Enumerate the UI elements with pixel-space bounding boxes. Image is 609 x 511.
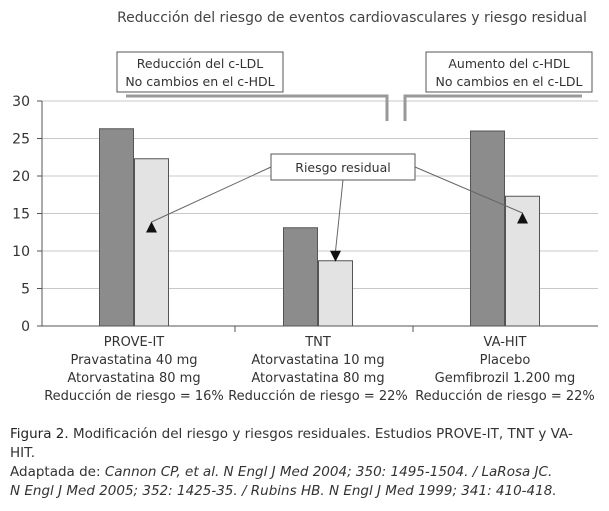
x-category-detail: Pravastatina 40 mg xyxy=(70,353,197,368)
x-category-detail: Reducción de riesgo = 22% xyxy=(228,389,408,404)
risk-marker xyxy=(330,250,341,262)
x-category-detail: Atorvastatina 80 mg xyxy=(251,371,384,386)
chart: Reducción del riesgo de eventos cardiova… xyxy=(12,10,598,404)
caption-label: Figura 2. xyxy=(10,426,69,442)
pointer-line xyxy=(414,166,523,214)
y-tick-label: 30 xyxy=(12,94,30,110)
x-category-detail: Reducción de riesgo = 16% xyxy=(44,389,224,404)
caption-text: Modificación del riesgo y riesgos residu… xyxy=(72,426,573,442)
y-axis-ticks: 0 5 10 15 20 25 30 xyxy=(12,94,42,335)
x-category-label: PROVE-IT xyxy=(104,335,165,350)
annotation-left-line1: Reducción del c-LDL xyxy=(137,56,263,71)
pointer-line xyxy=(151,166,272,223)
risk-marker xyxy=(517,212,528,224)
caption-source: Adaptada de: Cannon CP, et al. N Engl J … xyxy=(10,463,600,482)
caption-source-ref: N Engl J Med 2005; 352: 1425-35. / Rubin… xyxy=(10,483,557,499)
bracket-right xyxy=(403,94,582,121)
figure-caption: Figura 2. Modificación del riesgo y ries… xyxy=(10,425,600,501)
y-tick-label: 25 xyxy=(12,132,30,148)
annotation-right-line1: Aumento del c-HDL xyxy=(448,56,569,71)
caption-source-ref: Cannon CP, et al. N Engl J Med 2004; 350… xyxy=(104,464,553,480)
y-tick-label: 20 xyxy=(12,169,30,185)
caption-source-continued: N Engl J Med 2005; 352: 1425-35. / Rubin… xyxy=(10,482,600,501)
annotation-left: Reducción del c-LDL No cambios en el c-H… xyxy=(116,51,284,93)
x-category-label: VA-HIT xyxy=(484,335,527,350)
bar-dark xyxy=(470,130,505,327)
bar-dark xyxy=(283,227,318,327)
annotation-right: Aumento del c-HDL No cambios en el c-LDL xyxy=(425,51,593,93)
y-tick-label: 0 xyxy=(21,319,30,335)
bar-light xyxy=(134,158,169,327)
x-category-detail: Gemfibrozil 1.200 mg xyxy=(435,371,576,386)
residual-risk-callout: Riesgo residual xyxy=(270,153,416,181)
pointer-line xyxy=(335,179,344,252)
chart-title: Reducción del riesgo de eventos cardiova… xyxy=(117,10,587,26)
x-category-detail: Atorvastatina 10 mg xyxy=(251,353,384,368)
y-tick-label: 5 xyxy=(21,282,30,298)
y-tick-label: 15 xyxy=(12,207,30,223)
x-category-detail: Reducción de riesgo = 22% xyxy=(415,389,595,404)
caption-line: Figura 2. Modificación del riesgo y ries… xyxy=(10,425,600,444)
caption-text-continued: HIT. xyxy=(10,445,36,461)
bar-light xyxy=(318,260,353,327)
risk-marker xyxy=(146,221,157,233)
annotation-left-line2: No cambios en el c-HDL xyxy=(125,74,274,89)
bracket-left xyxy=(126,94,389,121)
bar-dark xyxy=(99,128,134,327)
x-category-label: TNT xyxy=(304,335,331,350)
x-category-detail: Placebo xyxy=(480,353,531,368)
annotation-right-line2: No cambios en el c-LDL xyxy=(436,74,583,89)
y-tick-label: 10 xyxy=(12,244,30,260)
bars xyxy=(99,128,540,327)
x-axis-labels: PROVE-IT Pravastatina 40 mg Atorvastatina … xyxy=(44,335,595,404)
caption-source-prefix: Adaptada de: xyxy=(10,464,105,480)
x-category-detail: Atorvastatina 80 mg xyxy=(67,371,200,386)
residual-risk-label: Riesgo residual xyxy=(295,160,390,175)
residual-pointers xyxy=(146,166,528,262)
